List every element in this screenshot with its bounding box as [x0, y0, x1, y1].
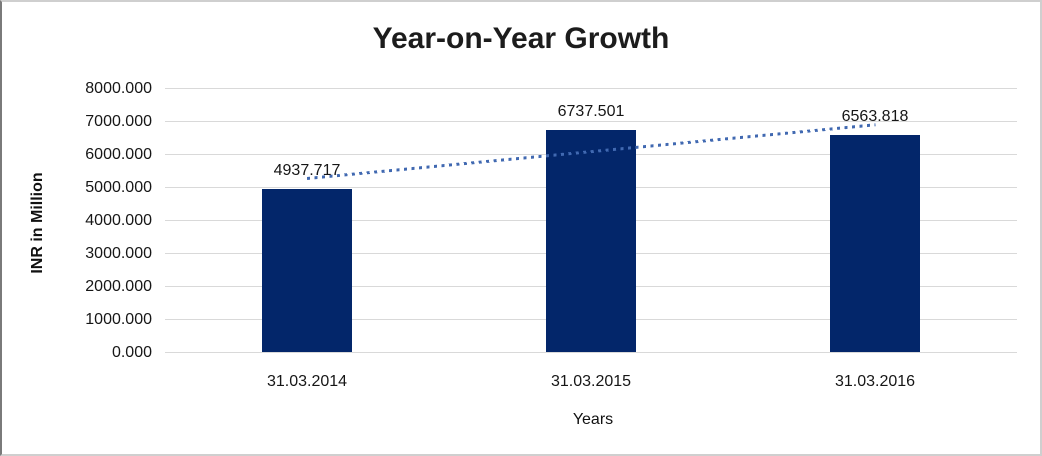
bar-value-label: 6737.501 — [557, 102, 625, 120]
y-tick-label: 8000.000 — [85, 80, 152, 97]
y-tick-label: 7000.000 — [85, 113, 152, 130]
bar-value-label: 6563.818 — [841, 108, 909, 126]
y-tick-label: 3000.000 — [85, 245, 152, 262]
y-tick-label: 0.000 — [111, 344, 152, 361]
y-tick-label: 4000.000 — [85, 212, 152, 229]
bar-value-label: 4937.717 — [273, 162, 341, 180]
y-tick-label: 6000.000 — [85, 146, 152, 163]
y-tick-label: 1000.000 — [85, 311, 152, 328]
y-tick-label: 2000.000 — [85, 278, 152, 295]
x-tick-label: 31.03.2016 — [834, 373, 916, 390]
x-tick-label: 31.03.2015 — [550, 373, 632, 390]
chart-title: Year-on-Year Growth — [372, 22, 670, 55]
y-tick-label: 5000.000 — [85, 179, 152, 196]
x-tick-label: 31.03.2014 — [266, 373, 348, 390]
bar — [830, 135, 920, 352]
bar — [262, 189, 352, 352]
gridline — [165, 352, 1017, 353]
gridline — [165, 121, 1017, 122]
x-axis-title: Years — [572, 411, 614, 428]
bar — [546, 129, 636, 352]
gridline — [165, 88, 1017, 89]
